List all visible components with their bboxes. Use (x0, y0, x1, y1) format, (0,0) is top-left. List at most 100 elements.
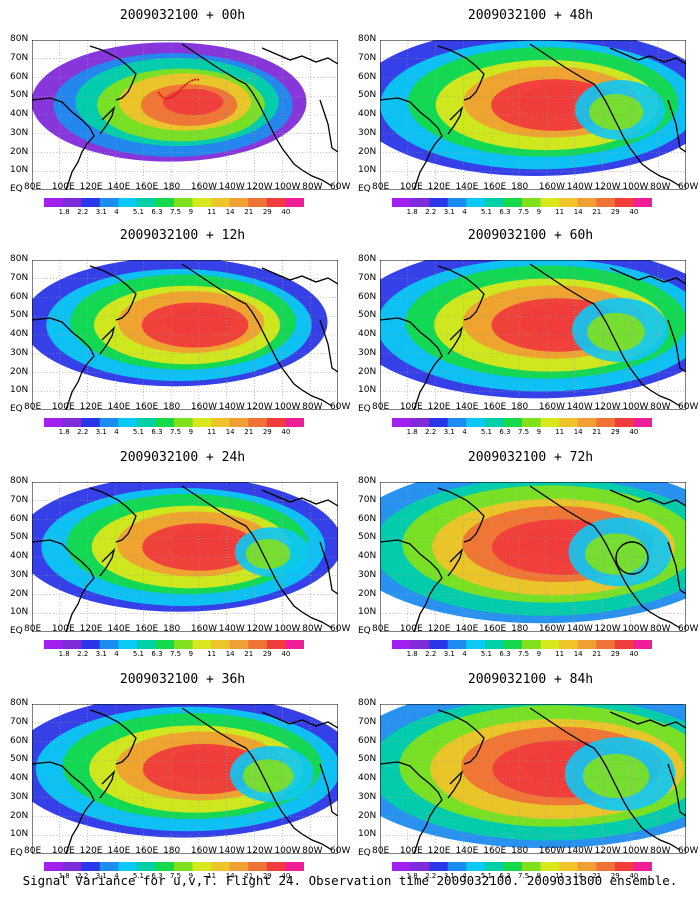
colorbar-label: 1.8 (58, 650, 70, 658)
colorbar-label: 5.1 (480, 872, 492, 880)
lon-label: 80W (302, 182, 323, 192)
colorbar-swatch (522, 862, 542, 871)
lon-label: 160W (190, 624, 217, 634)
lat-label: 40N (358, 551, 377, 561)
lon-label: 140E (107, 182, 131, 192)
lon-label: 60W (330, 846, 351, 856)
lon-label: 60W (678, 846, 699, 856)
lat-label: EQ (358, 848, 371, 858)
colorbar-swatch (540, 862, 560, 871)
colorbar-swatch (229, 198, 249, 207)
lat-label: 70N (358, 52, 377, 63)
lat-label: 60N (10, 71, 29, 82)
colorbar-label: 6.3 (499, 208, 511, 216)
colorbar-swatch (577, 198, 597, 207)
lat-label: 50N (358, 90, 377, 101)
colorbar-label: 9 (188, 428, 194, 436)
lat-label: 10N (358, 165, 377, 176)
lon-label: 160E (135, 182, 159, 192)
lat-label: 30N (358, 347, 377, 358)
lat-label: 20N (358, 366, 377, 377)
colorbar-swatch (118, 862, 138, 871)
lon-label: 100W (622, 624, 649, 634)
colorbar-label: 1.8 (406, 208, 418, 216)
lat-label: 70N (10, 494, 29, 505)
colorbar-swatch (285, 862, 304, 871)
colorbar-label: 40 (629, 428, 639, 436)
colorbar-swatch (99, 640, 119, 649)
lon-label: 160E (135, 402, 159, 412)
colorbar-swatch (266, 418, 286, 427)
colorbar-label: 5.1 (132, 208, 144, 216)
colorbar-label: 5.1 (132, 872, 144, 880)
lat-label: 50N (10, 532, 29, 543)
colorbar-label: 7.5 (170, 650, 182, 658)
lon-label: 160W (538, 624, 565, 634)
colorbar-label: 40 (281, 650, 291, 658)
lon-label: 80E (372, 624, 390, 634)
lat-label: 80N (10, 254, 29, 264)
lon-label: 80E (24, 624, 42, 634)
lon-label: 80E (24, 846, 42, 856)
colorbar-label: 6.3 (499, 428, 511, 436)
lon-label: 180 (163, 182, 181, 192)
colorbar-swatch (447, 418, 467, 427)
colorbar-swatch (429, 640, 449, 649)
lon-label: 180 (511, 402, 529, 412)
colorbar-label: 4 (114, 650, 119, 658)
lon-label: 120E (79, 182, 103, 192)
colorbar-label: 2.2 (425, 872, 437, 880)
lat-label: 40N (10, 109, 29, 119)
colorbar-label: 5.1 (132, 650, 144, 658)
colorbar-swatch (633, 640, 652, 649)
colorbar-label: 11 (555, 872, 565, 880)
flight-track (157, 78, 201, 100)
lat-label: 50N (358, 310, 377, 321)
colorbar-label: 3.1 (95, 650, 107, 658)
lon-label: 100E (399, 182, 423, 192)
lon-label: 100E (51, 846, 75, 856)
signal-variance-map (32, 260, 338, 410)
colorbar-label: 11 (555, 650, 565, 658)
colorbar-swatch (614, 198, 634, 207)
colorbar-swatch (192, 418, 212, 427)
colorbar-label: 5.1 (132, 428, 144, 436)
colorbar-swatch (559, 640, 579, 649)
colorbar-swatch (633, 198, 652, 207)
colorbar (44, 418, 304, 427)
lon-label: 160E (483, 182, 507, 192)
lat-label: 80N (358, 254, 377, 264)
colorbar-swatch (596, 862, 616, 871)
colorbar-label: 7.5 (518, 650, 530, 658)
colorbar-swatch (248, 862, 268, 871)
colorbar-swatch (248, 198, 268, 207)
colorbar-swatch (211, 198, 231, 207)
lat-label: 20N (358, 146, 377, 157)
colorbar-swatch (136, 418, 156, 427)
lon-label: 120W (246, 846, 273, 856)
map-panel: 2009032100 + 12h 80N 70N 60N 50N 40N 30N 20N 10N… (10, 220, 355, 442)
panel-title: 2009032100 + 60h (467, 228, 594, 243)
lon-label: 120E (79, 846, 103, 856)
colorbar-label: 11 (207, 650, 217, 658)
lon-label: 80W (650, 402, 671, 412)
colorbar-label: 9 (536, 872, 542, 880)
colorbar-swatch (229, 418, 249, 427)
colorbar-label: 1.8 (406, 872, 418, 880)
colorbar-swatch (540, 198, 560, 207)
colorbar-label: 7.5 (518, 428, 530, 436)
colorbar-swatch (62, 862, 82, 871)
colorbar-label: 5.1 (480, 650, 492, 658)
lat-label: 10N (10, 165, 29, 176)
colorbar-label: 7.5 (518, 872, 530, 880)
lat-label: 50N (358, 532, 377, 543)
colorbar-label: 21 (592, 650, 602, 658)
colorbar-label: 21 (592, 208, 602, 216)
colorbar-swatch (266, 198, 286, 207)
lon-label: 100E (399, 846, 423, 856)
colorbar-swatch (266, 640, 286, 649)
lat-label: 10N (358, 607, 377, 618)
colorbar-swatch (447, 198, 467, 207)
colorbar-swatch (522, 640, 542, 649)
lat-label: 70N (358, 272, 377, 283)
